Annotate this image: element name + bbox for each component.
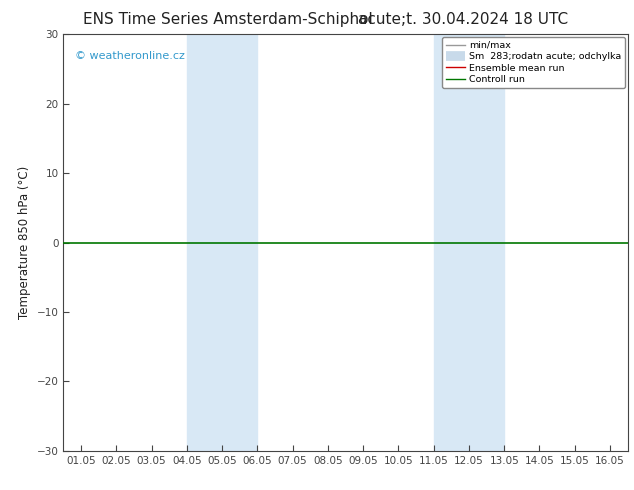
Text: © weatheronline.cz: © weatheronline.cz <box>75 51 184 61</box>
Text: ENS Time Series Amsterdam-Schiphol: ENS Time Series Amsterdam-Schiphol <box>83 12 373 27</box>
Y-axis label: Temperature 850 hPa (°C): Temperature 850 hPa (°C) <box>18 166 31 319</box>
Bar <box>187 34 257 451</box>
Text: acute;t. 30.04.2024 18 UTC: acute;t. 30.04.2024 18 UTC <box>358 12 568 27</box>
Legend: min/max, Sm  283;rodatn acute; odchylka, Ensemble mean run, Controll run: min/max, Sm 283;rodatn acute; odchylka, … <box>443 37 625 88</box>
Bar <box>434 34 504 451</box>
